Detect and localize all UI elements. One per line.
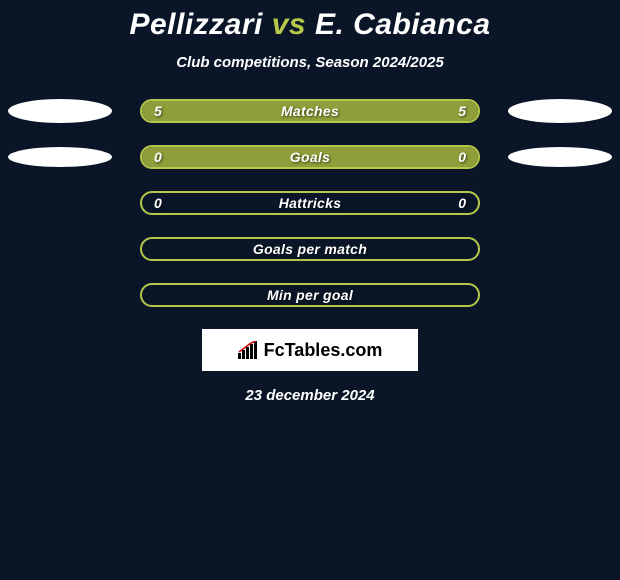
stat-row: 00Goals: [0, 145, 620, 169]
player1-name: Pellizzari: [129, 8, 262, 41]
bar-chart-icon: [238, 341, 260, 359]
right-ellipse: [508, 147, 612, 167]
stat-pill: Goals per match: [140, 237, 480, 261]
stat-pill: 00Goals: [140, 145, 480, 169]
subtitle: Club competitions, Season 2024/2025: [0, 54, 620, 71]
player2-name: E. Cabianca: [315, 8, 491, 41]
stats-container: 55Matches 00Goals 00Hattricks Goals per mat…: [0, 99, 620, 307]
logo: FcTables.com: [238, 340, 383, 361]
stat-label: Matches: [142, 101, 478, 121]
stat-label: Hattricks: [142, 193, 478, 213]
date-label: 23 december 2024: [0, 387, 620, 404]
stat-row: 55Matches: [0, 99, 620, 123]
logo-text: FcTables.com: [264, 340, 383, 361]
logo-box: FcTables.com: [202, 329, 418, 371]
stat-label: Goals: [142, 147, 478, 167]
vs-separator: vs: [272, 8, 306, 41]
comparison-card: Pellizzari vs E. Cabianca Club competiti…: [0, 0, 620, 404]
stat-row: 00Hattricks: [0, 191, 620, 215]
stat-label: Goals per match: [142, 239, 478, 259]
stat-row: Goals per match: [0, 237, 620, 261]
page-title: Pellizzari vs E. Cabianca: [0, 8, 620, 42]
stat-pill: Min per goal: [140, 283, 480, 307]
stat-pill: 00Hattricks: [140, 191, 480, 215]
stat-row: Min per goal: [0, 283, 620, 307]
stat-label: Min per goal: [142, 285, 478, 305]
right-ellipse: [508, 99, 612, 123]
stat-pill: 55Matches: [140, 99, 480, 123]
left-ellipse: [8, 99, 112, 123]
left-ellipse: [8, 147, 112, 167]
